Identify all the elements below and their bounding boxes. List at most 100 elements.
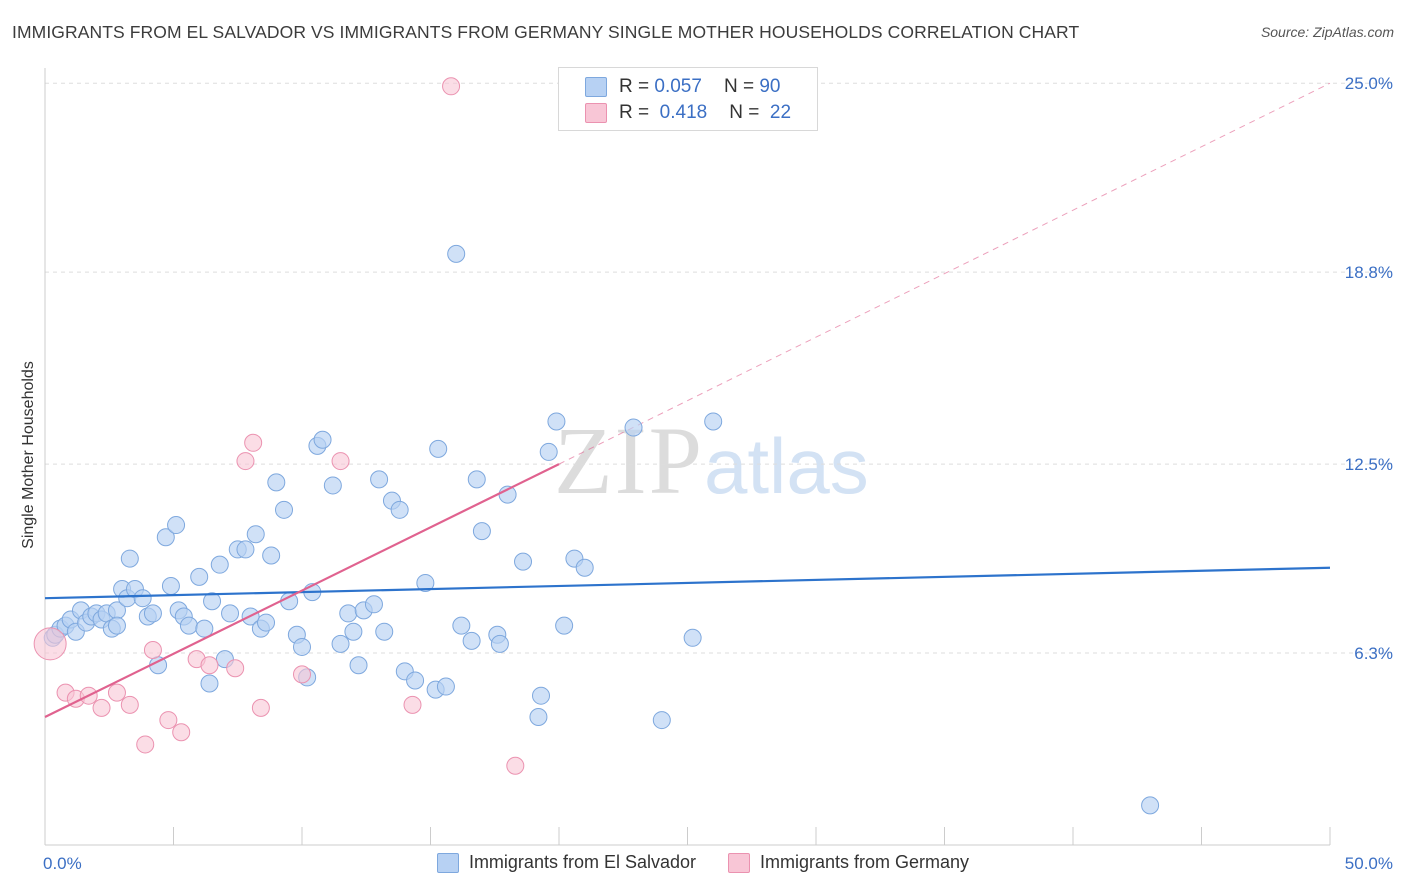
data-point-el-salvador [416, 573, 435, 592]
data-point-el-salvador [704, 412, 723, 431]
n-label: N = [729, 102, 760, 123]
series-legend: Immigrants from El Salvador Immigrants f… [0, 852, 1406, 873]
data-point-el-salvador [652, 711, 671, 730]
data-point-el-salvador [257, 613, 276, 632]
data-point-germany [92, 698, 111, 717]
data-point-el-salvador [179, 616, 198, 635]
stats-legend-row-germany: R = 0.418 N = 22 [585, 100, 791, 126]
tick-labels: 6.3% 12.5% 18.8% 25.0% 0.0% 50.0% [43, 74, 1393, 873]
n-value: 22 [769, 102, 792, 123]
data-point-germany [143, 640, 162, 659]
n-value: 90 [759, 76, 781, 97]
data-point-el-salvador [143, 604, 162, 623]
data-point-germany [244, 433, 263, 452]
r-value: 0.057 [654, 76, 702, 97]
data-point-el-salvador [133, 589, 152, 608]
blue-swatch [436, 852, 459, 873]
data-point-el-salvador [221, 604, 240, 623]
data-point-el-salvador [246, 525, 265, 544]
data-point-germany [200, 656, 219, 675]
el-salvador-trend-line [44, 566, 1331, 600]
legend-label: Immigrants from El Salvador [468, 852, 697, 872]
data-point-germany [506, 756, 525, 775]
legend-item-el-salvador: Immigrants from El Salvador [436, 852, 697, 873]
data-point-el-salvador [120, 549, 139, 568]
trend-lines [558, 82, 1331, 465]
data-point-el-salvador [200, 674, 219, 693]
y-tick-label: 6.3% [1354, 644, 1393, 663]
data-point-el-salvador [236, 540, 255, 559]
n-label: N = [723, 76, 755, 97]
r-label: R = [619, 76, 650, 97]
data-point-el-salvador [195, 619, 214, 638]
data-point-el-salvador [267, 473, 286, 492]
data-point-el-salvador [532, 686, 551, 705]
x-tick-label: 50.0% [1345, 854, 1393, 873]
x-tick-label: 0.0% [43, 854, 82, 873]
data-point-el-salvador [203, 592, 222, 611]
data-point-el-salvador [349, 656, 368, 675]
data-point-germany [33, 627, 67, 661]
data-point-el-salvador [575, 558, 594, 577]
blue-swatch [585, 77, 607, 97]
data-point-germany [251, 698, 270, 717]
data-point-el-salvador [452, 616, 471, 635]
data-point-el-salvador [190, 567, 209, 586]
data-point-germany [331, 452, 350, 471]
data-point-el-salvador [429, 439, 448, 458]
data-point-el-salvador [490, 634, 509, 653]
data-point-el-salvador [1141, 796, 1160, 815]
data-point-el-salvador [364, 595, 383, 614]
germany-trend-line [44, 463, 560, 719]
data-point-el-salvador [514, 552, 533, 571]
data-point-germany [403, 695, 422, 714]
data-point-germany [442, 77, 461, 96]
data-point-el-salvador [107, 616, 126, 635]
data-point-el-salvador [390, 500, 409, 519]
data-point-el-salvador [262, 546, 281, 565]
data-point-el-salvador [472, 522, 491, 541]
pink-swatch [728, 852, 751, 873]
watermark-atlas: atlas [704, 422, 869, 510]
data-point-el-salvador [467, 470, 486, 489]
r-label: R = [619, 102, 650, 123]
data-point-el-salvador [293, 637, 311, 656]
data-point-el-salvador [406, 671, 425, 690]
y-tick-label: 12.5% [1345, 455, 1393, 474]
data-point-germany [120, 695, 139, 714]
data-point-el-salvador [624, 418, 643, 437]
y-tick-label: 18.8% [1345, 263, 1393, 282]
data-point-el-salvador [683, 628, 702, 647]
data-point-el-salvador [436, 677, 455, 696]
data-point-el-salvador [313, 430, 332, 449]
stats-legend-row-el-salvador: R = 0.057 N = 90 [585, 74, 780, 100]
data-point-germany [172, 723, 191, 742]
data-point-germany [236, 452, 255, 471]
data-point-el-salvador [370, 470, 389, 489]
series-el-salvador-points [43, 244, 1160, 815]
chart-title: IMMIGRANTS FROM EL SALVADOR VS IMMIGRANT… [12, 22, 1080, 42]
data-point-el-salvador [339, 604, 358, 623]
data-point-germany [226, 659, 245, 678]
r-value: 0.418 [659, 102, 708, 123]
source-credit: Source: ZipAtlas.com [1260, 24, 1394, 40]
data-point-el-salvador [280, 592, 299, 611]
data-point-el-salvador [462, 631, 481, 650]
data-point-el-salvador [555, 616, 574, 635]
germany-trend-extension [558, 82, 1331, 465]
legend-item-germany: Immigrants from Germany [728, 852, 969, 873]
stats-legend: R = 0.057 N = 90 R = 0.418 N = 22 [558, 67, 818, 131]
data-point-el-salvador [529, 708, 548, 727]
legend-label: Immigrants from Germany [760, 852, 970, 872]
data-point-el-salvador [331, 634, 350, 653]
grid-lines [45, 82, 1392, 654]
series-germany-points [33, 77, 525, 775]
axes [44, 68, 1331, 846]
pink-swatch [585, 103, 607, 123]
data-point-el-salvador [539, 442, 558, 461]
data-point-el-salvador [161, 577, 180, 595]
data-point-el-salvador [375, 622, 394, 641]
data-point-el-salvador [275, 500, 294, 519]
data-point-el-salvador [210, 555, 229, 574]
